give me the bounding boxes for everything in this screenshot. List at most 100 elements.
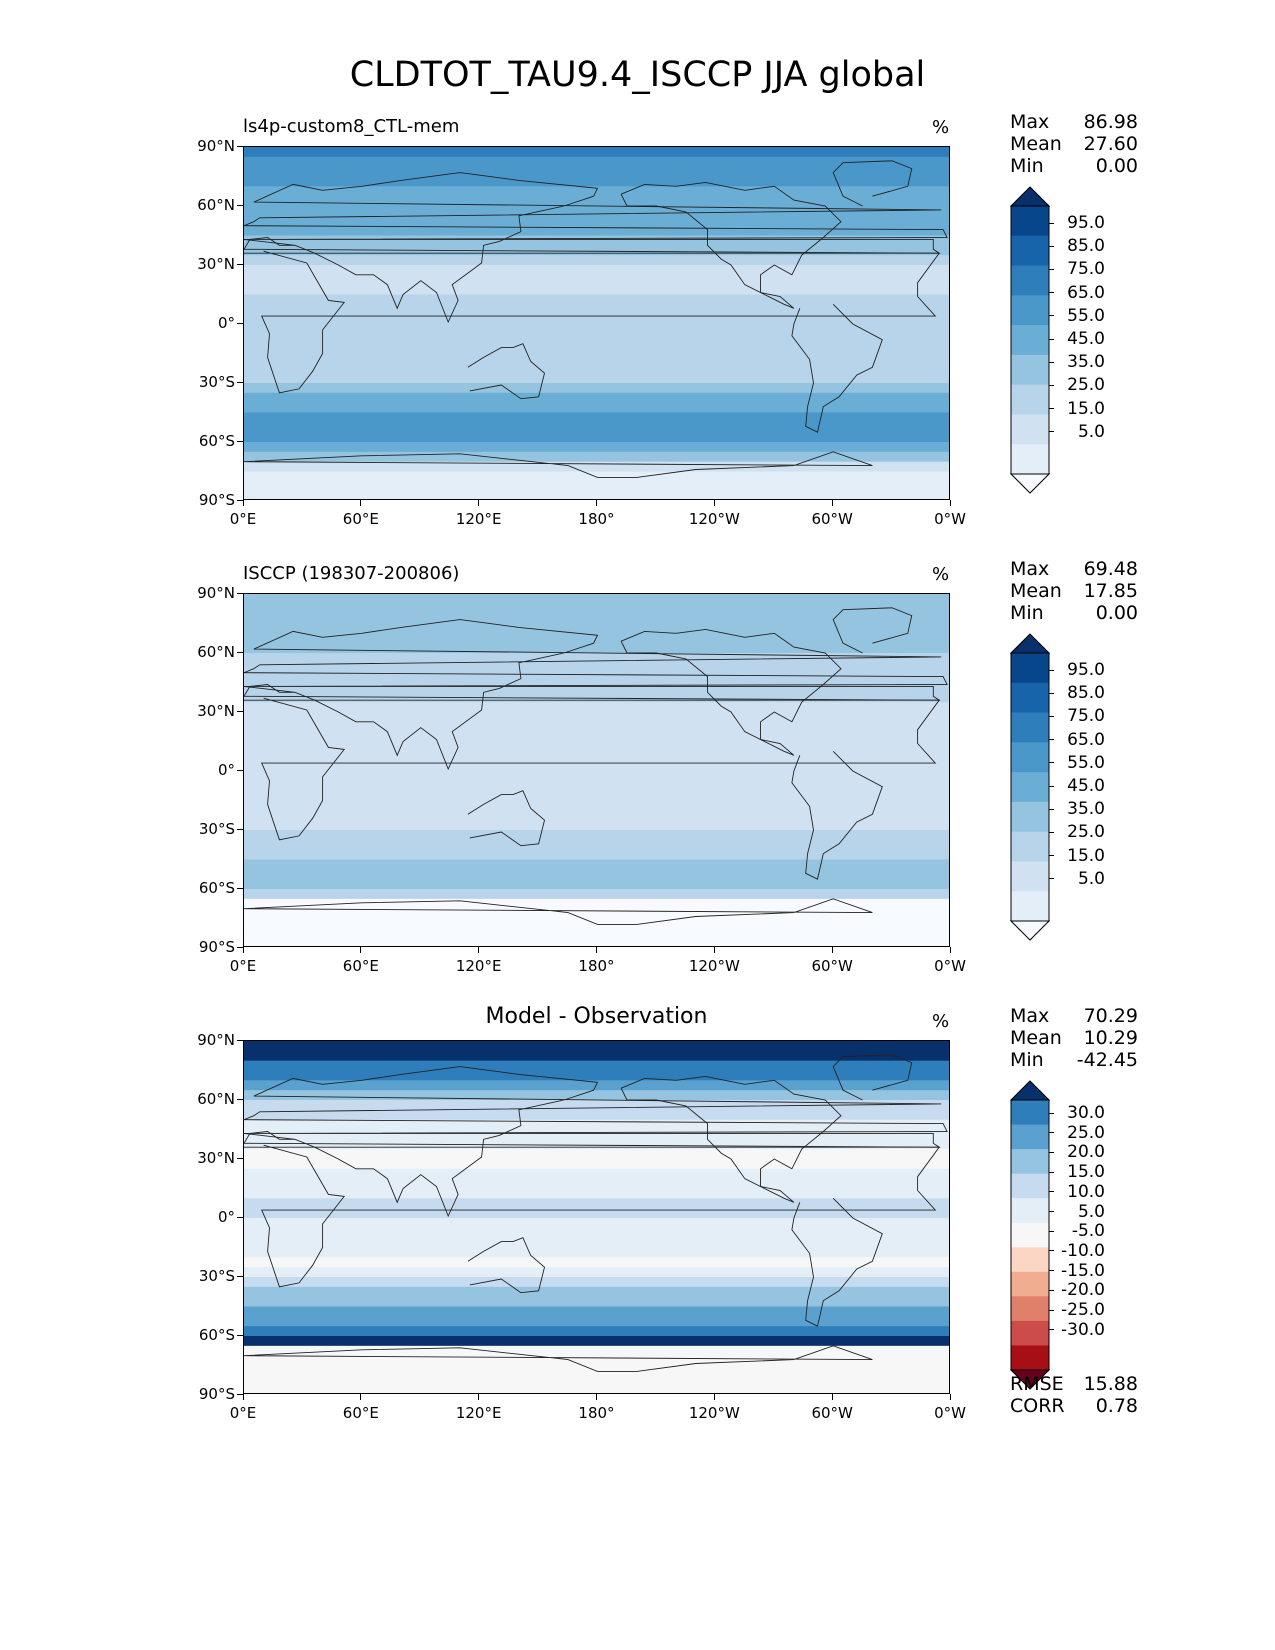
zonal-band [244, 1326, 949, 1337]
y-tick-label: 60°S [198, 879, 235, 897]
x-tick [360, 947, 362, 953]
colorbar [1010, 633, 1050, 941]
colorbar-label: 25.0 [1067, 375, 1105, 396]
zonal-band [244, 1306, 949, 1317]
zonal-band [244, 245, 949, 256]
colorbar-label: 35.0 [1067, 799, 1105, 820]
zonal-band [244, 721, 949, 733]
zonal-band [244, 692, 949, 703]
x-tick-label: 180° [578, 510, 615, 528]
zonal-band [244, 383, 949, 394]
colorbar-tick [1049, 292, 1054, 294]
x-tick [242, 947, 244, 953]
x-tick-label: 60°W [811, 1404, 853, 1422]
zonal-band [244, 1198, 949, 1209]
x-tick-label: 60°E [342, 957, 379, 975]
y-tick [237, 381, 243, 383]
y-tick-label: 90°S [198, 1385, 235, 1403]
colorbar-label: 5.0 [1077, 868, 1105, 889]
colorbar-label: -10.0 [1061, 1240, 1105, 1261]
zonal-band [244, 623, 949, 634]
zonal-band [244, 908, 949, 920]
x-tick-label: 120°E [455, 957, 502, 975]
y-tick-label: 30°S [198, 373, 235, 391]
x-tick-label: 120°W [688, 510, 740, 528]
y-tick [237, 946, 243, 948]
colorbar-tick [1049, 222, 1054, 224]
zonal-band [244, 1277, 949, 1288]
colorbar-label: 25.0 [1067, 822, 1105, 843]
stat-value: 0.00 [1095, 602, 1138, 624]
zonal-band [244, 1375, 949, 1386]
zonal-band [244, 731, 949, 743]
colorbar-segment [1011, 1296, 1049, 1322]
x-tick-label: 120°E [455, 1404, 502, 1422]
x-tick-label: 120°E [455, 510, 502, 528]
zonal-band [244, 938, 949, 946]
stats-row: RMSE 15.88 [1010, 1373, 1138, 1395]
colorbar-label: 5.0 [1077, 1201, 1105, 1222]
zonal-band [244, 712, 949, 723]
stats-row: Min 0.00 [1010, 602, 1138, 624]
colorbar-tick [1049, 315, 1054, 317]
y-tick [237, 887, 243, 889]
zonal-band [244, 225, 949, 237]
zonal-band [244, 147, 949, 158]
map-svg [244, 147, 949, 499]
colorbar-tick [1049, 1329, 1054, 1331]
zonal-band [244, 1070, 949, 1081]
x-tick [713, 947, 715, 953]
colorbar-segment [1011, 325, 1049, 356]
zonal-band [244, 333, 949, 345]
x-tick [949, 947, 951, 953]
zonal-band [244, 1060, 949, 1072]
y-tick [237, 592, 243, 594]
colorbar-tick [1049, 361, 1054, 363]
y-tick [237, 1275, 243, 1277]
zonal-band [244, 751, 949, 762]
x-tick-label: 60°E [342, 510, 379, 528]
y-tick-label: 30°S [198, 1267, 235, 1285]
colorbar-tick [1049, 431, 1054, 433]
x-tick [596, 500, 597, 506]
y-tick-label: 60°N [197, 643, 235, 661]
zonal-band [244, 1168, 949, 1180]
zonal-band [244, 1109, 949, 1121]
x-tick-label: 180° [578, 1404, 615, 1422]
colorbar-label: 85.0 [1067, 683, 1105, 704]
zonal-band [244, 741, 949, 752]
colorbar-segment [1011, 1173, 1049, 1199]
y-tick [237, 1216, 243, 1218]
colorbar-tick [1049, 669, 1054, 671]
x-tick-label: 0°E [229, 1404, 257, 1422]
colorbar-frame [1010, 1099, 1050, 1371]
stat-name: Mean [1010, 580, 1062, 602]
coastline [244, 1345, 873, 1372]
zonal-band [244, 156, 949, 168]
stat-value: 0.00 [1095, 155, 1138, 177]
colorbar-label: -20.0 [1061, 1280, 1105, 1301]
colorbar-frame [1010, 652, 1050, 922]
colorbar-segment [1011, 1149, 1049, 1175]
zonal-band [244, 820, 949, 831]
x-tick-label: 60°W [811, 957, 853, 975]
zonal-band [244, 1247, 949, 1258]
stat-value: 17.85 [1083, 580, 1138, 602]
colorbar-label: -15.0 [1061, 1260, 1105, 1281]
coastline [244, 172, 948, 324]
stats-row: Max 70.29 [1010, 1005, 1138, 1027]
zonal-band [244, 771, 949, 782]
colorbar-segment [1011, 772, 1049, 803]
colorbar-extend-min [1010, 473, 1050, 494]
x-tick-label: 120°W [688, 957, 740, 975]
map-plot-area [243, 593, 950, 947]
coastline [244, 1066, 948, 1218]
zonal-band [244, 274, 949, 286]
y-tick [237, 1393, 243, 1395]
colorbar-tick [1049, 1309, 1054, 1311]
zonal-band [244, 672, 949, 684]
stats-row: Mean 10.29 [1010, 1027, 1138, 1049]
zonal-band [244, 451, 949, 463]
units-label: % [932, 1011, 950, 1032]
stat-value: 0.78 [1095, 1395, 1138, 1417]
